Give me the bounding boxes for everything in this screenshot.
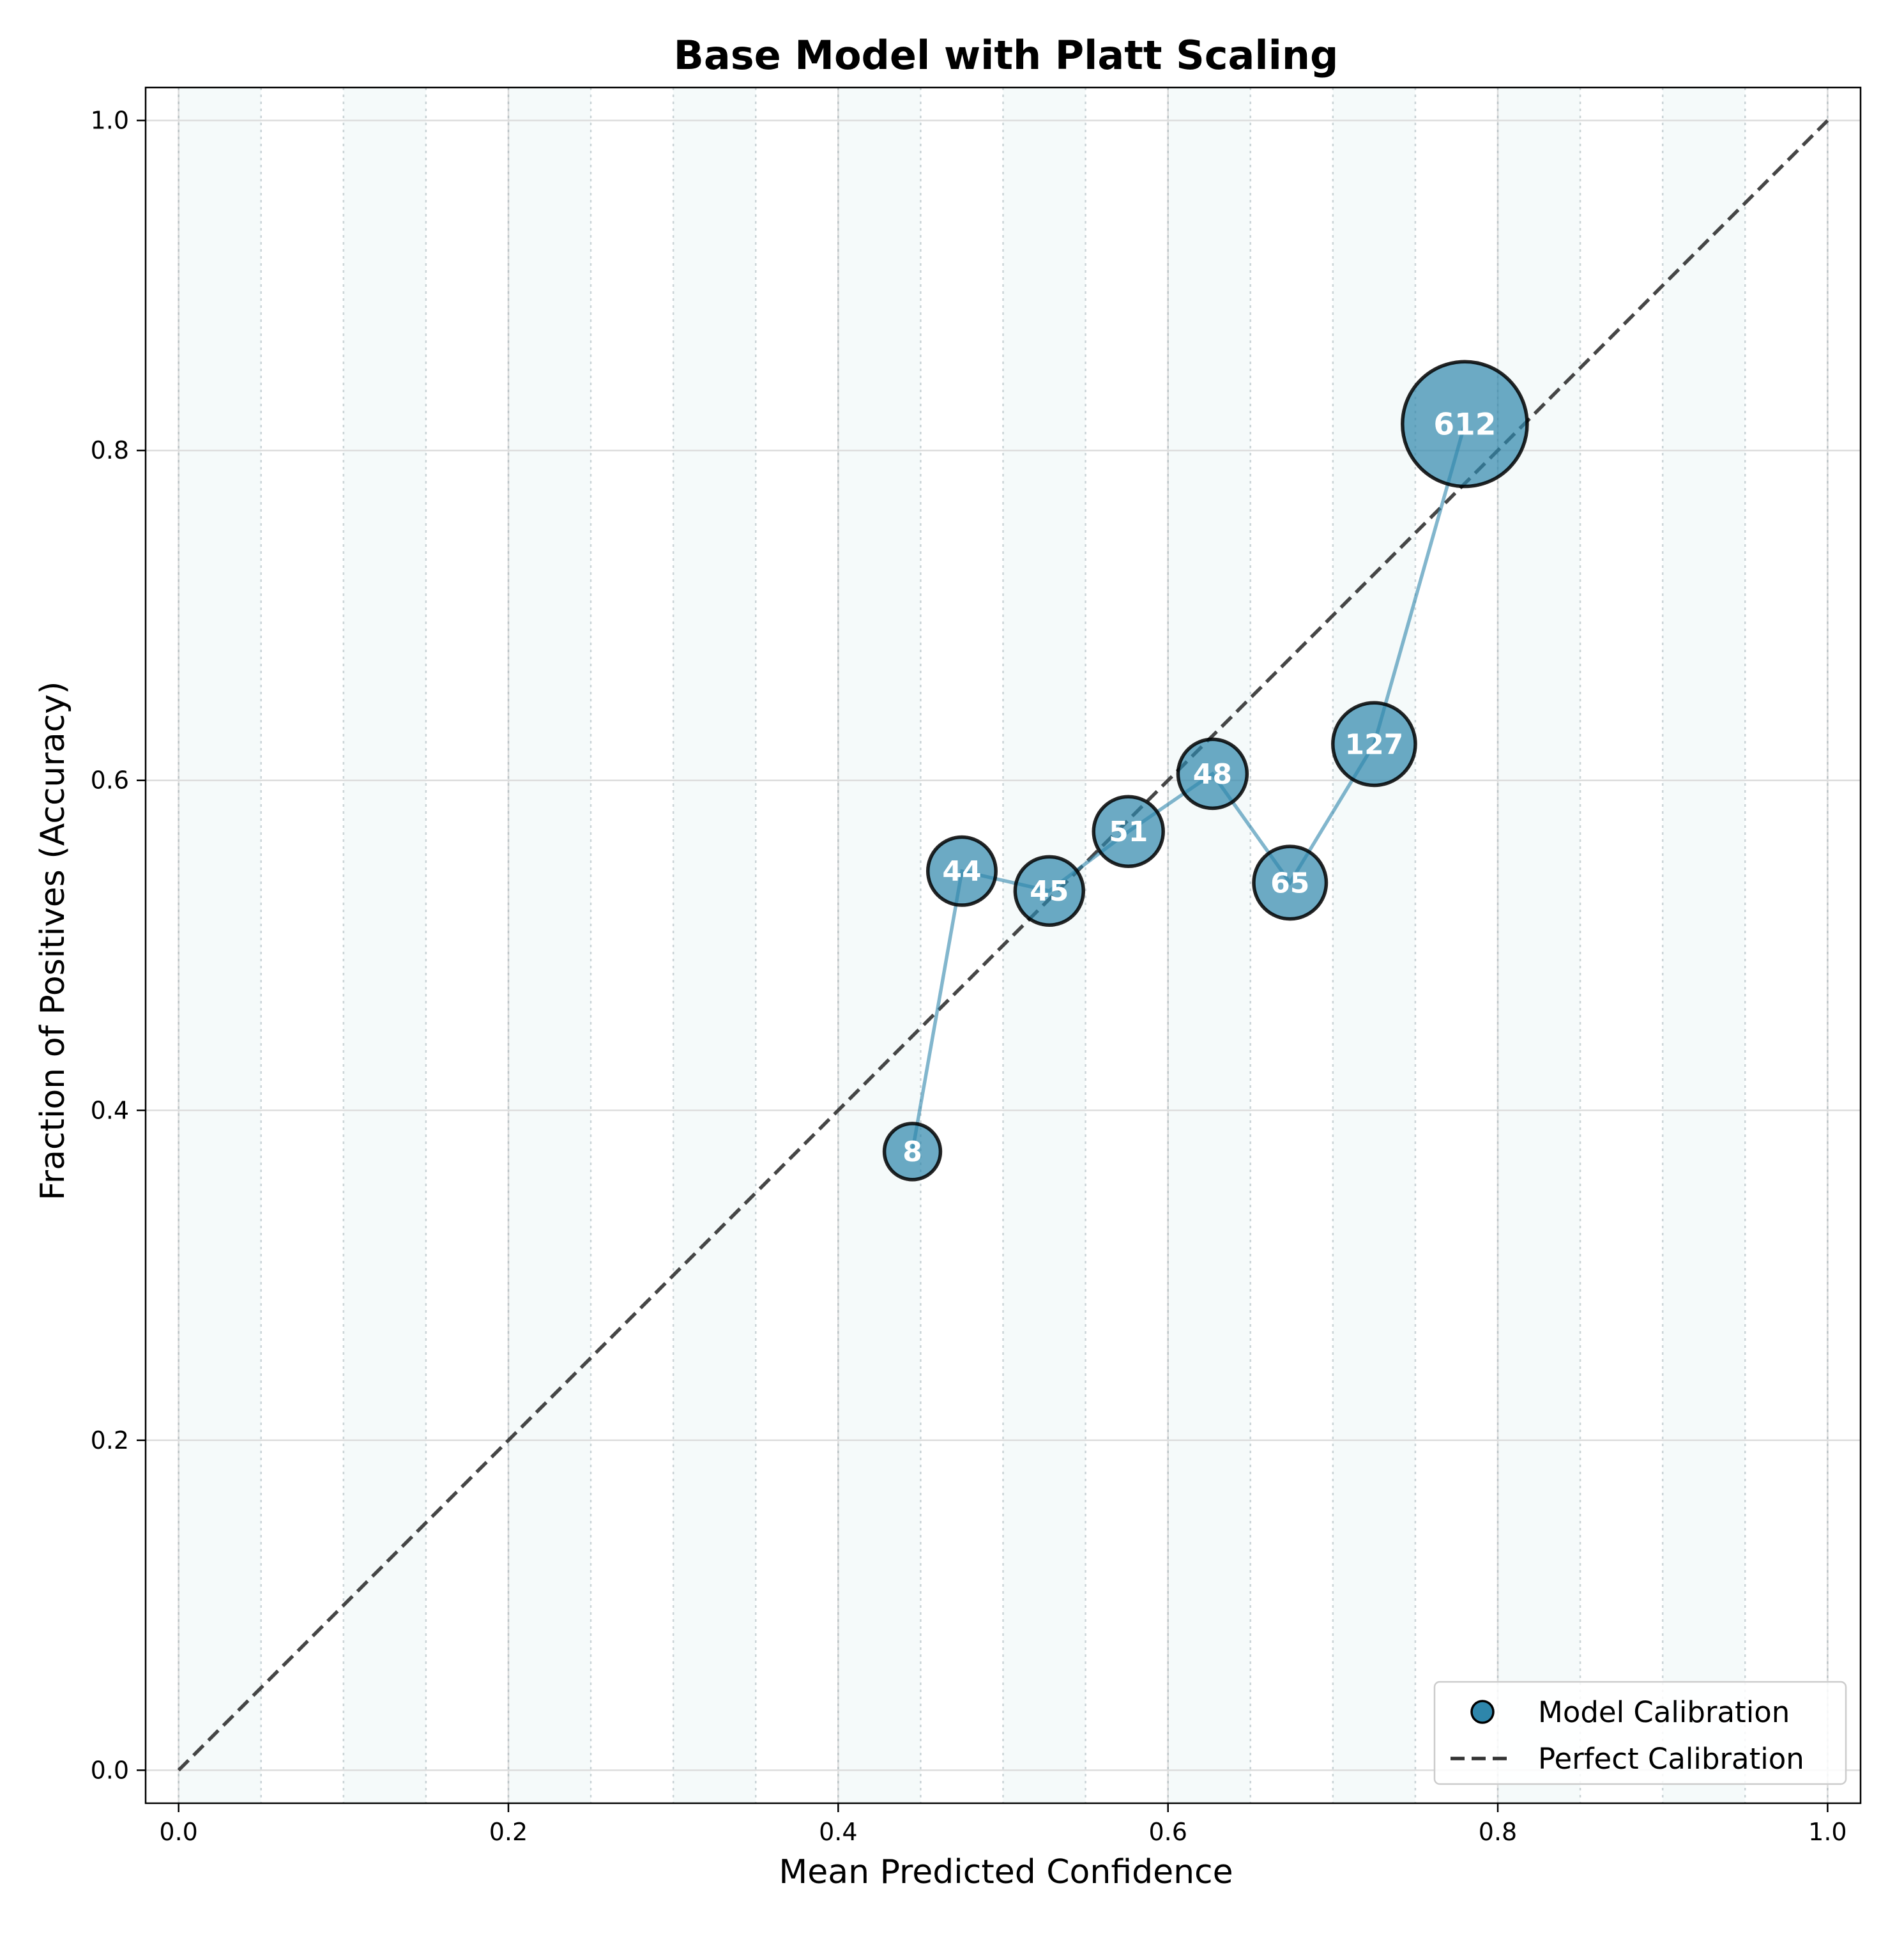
x-tick-label: 0.6 — [1148, 1818, 1187, 1846]
bin-band — [838, 88, 921, 1803]
chart-title: Base Model with Platt Scaling — [674, 32, 1339, 79]
calibration-point — [882, 1122, 943, 1182]
x-axis-label: Mean Predicted Confidence — [779, 1853, 1233, 1891]
y-axis-ticks: 0.0 0.2 0.4 0.6 0.8 1.0 — [91, 107, 146, 1784]
calibration-point — [925, 835, 998, 907]
calibration-points — [882, 360, 1529, 1182]
calibration-point — [1401, 360, 1529, 489]
plot-frame — [144, 86, 1862, 1804]
legend-marker-model-calibration — [1470, 1700, 1495, 1724]
legend-label-perfect-calibration: Perfect Calibration — [1538, 1742, 1804, 1776]
legend-box — [1433, 1681, 1847, 1785]
legend-label-model-calibration: Model Calibration — [1538, 1695, 1790, 1729]
bin-band — [508, 88, 591, 1803]
legend: Model Calibration Perfect Calibration — [1433, 1681, 1847, 1785]
x-axis-ticks: 0.0 0.2 0.4 0.6 0.8 1.0 — [159, 1803, 1847, 1846]
calibration-point — [1331, 701, 1417, 788]
bin-bands — [178, 88, 1746, 1803]
point-count-label: 51 — [1109, 816, 1148, 848]
calibration-point — [1013, 855, 1085, 927]
calibration-point-labels: 8 44 45 51 48 65 127 612 — [902, 407, 1496, 1168]
bin-band — [178, 88, 261, 1803]
x-tick-label: 0.8 — [1479, 1818, 1517, 1846]
point-count-label: 8 — [902, 1136, 922, 1168]
x-tick-label: 0.0 — [159, 1818, 197, 1846]
calibration-point — [1092, 795, 1165, 869]
bin-band — [1332, 88, 1415, 1803]
y-tick-label: 0.8 — [91, 436, 129, 464]
x-tick-label: 0.4 — [819, 1818, 857, 1846]
point-count-label: 612 — [1433, 407, 1496, 442]
point-count-label: 65 — [1270, 867, 1309, 899]
point-count-label: 127 — [1344, 728, 1403, 761]
bin-band — [673, 88, 756, 1803]
y-tick-label: 0.4 — [91, 1096, 129, 1124]
calibration-point — [1176, 737, 1249, 811]
bin-band — [1498, 88, 1581, 1803]
bin-band — [1003, 88, 1086, 1803]
bin-band — [1168, 88, 1251, 1803]
bin-boundary-lines — [178, 88, 1829, 1803]
point-count-label: 44 — [942, 855, 981, 888]
x-tick-label: 0.2 — [489, 1818, 528, 1846]
calibration-point — [1252, 844, 1329, 921]
y-axis-label: Fraction of Positives (Accuracy) — [34, 682, 72, 1201]
y-tick-label: 0.2 — [91, 1426, 129, 1454]
y-tick-label: 0.0 — [91, 1756, 129, 1784]
point-count-label: 45 — [1030, 875, 1069, 908]
point-count-label: 48 — [1193, 758, 1232, 791]
y-tick-label: 1.0 — [91, 107, 129, 135]
y-tick-label: 0.6 — [91, 767, 129, 795]
bin-band — [343, 88, 426, 1803]
perfect-calibration-line — [177, 119, 1829, 1772]
x-tick-label: 1.0 — [1808, 1818, 1847, 1846]
bin-band — [1663, 88, 1746, 1803]
